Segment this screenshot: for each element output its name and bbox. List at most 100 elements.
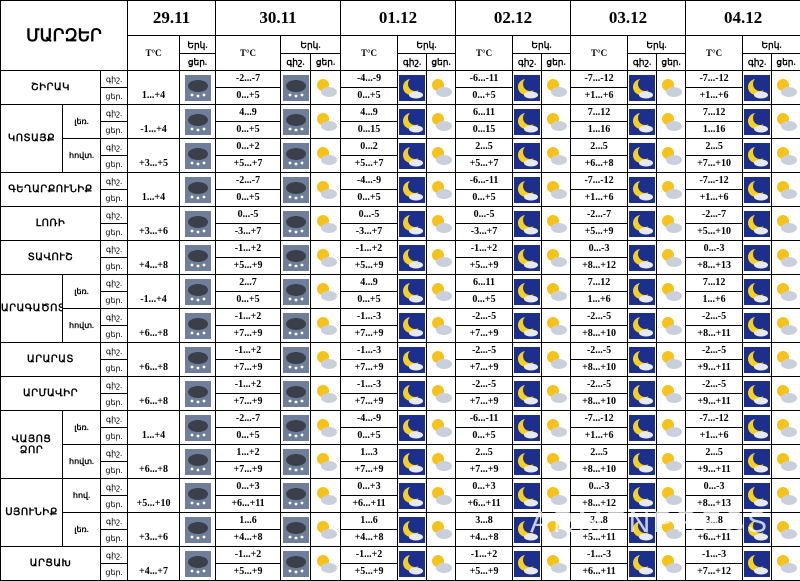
- temperature: +4...+8: [128, 241, 180, 275]
- icon-cell: [281, 71, 311, 105]
- weather-icon: [543, 551, 569, 577]
- weather-icon: [773, 211, 799, 237]
- weather-icon: [543, 483, 569, 509]
- row-label: գիշ.: [101, 105, 128, 122]
- row-label: գիշ.: [101, 547, 128, 564]
- night-temperature: -1...+2: [216, 309, 281, 326]
- icon-cell: [772, 71, 800, 105]
- zone-name: հովտ.: [63, 445, 101, 479]
- day-temperature: +5...+7: [456, 156, 513, 173]
- icon-cell: [542, 445, 571, 479]
- weather-icon: [185, 211, 211, 237]
- weather-icon: [514, 143, 540, 169]
- icon-cell: [542, 105, 571, 139]
- icon-cell: [281, 445, 311, 479]
- region-name: ԱՐԱՐԱՏ: [1, 343, 101, 377]
- sky-header: Երկ.գիշ.ցեր.: [628, 36, 686, 71]
- night-row: հովտ.գիշ.+6...+8-1...+2-1...-3-2...-5-2.…: [1, 309, 800, 326]
- sky-header: Երկ.գիշ.ցեր.: [398, 36, 456, 71]
- day-temperature: 0...+5: [216, 190, 281, 207]
- night-label: գիշ.: [743, 54, 772, 70]
- icon-cell: [311, 207, 341, 241]
- weather-icon: [399, 109, 425, 135]
- icon-cell: [427, 377, 456, 411]
- weather-icon: [543, 177, 569, 203]
- weather-icon: [283, 143, 309, 169]
- icon-cell: [657, 139, 686, 173]
- icon-cell: [772, 377, 800, 411]
- sky-sub: գիշ.ցեր.: [628, 54, 685, 70]
- weather-icon: [313, 75, 339, 101]
- icon-cell: [180, 513, 216, 547]
- zone-name: լեռ.: [63, 275, 101, 309]
- night-label: գիշ.: [513, 54, 542, 70]
- sky-sub: գիշ.ցեր.: [398, 54, 455, 70]
- weather-icon: [283, 347, 309, 373]
- icon-cell: [180, 207, 216, 241]
- weather-icon: [185, 347, 211, 373]
- night-temperature: 1...+2: [216, 445, 281, 462]
- night-temperature: 6...11: [456, 105, 513, 122]
- temperature: 1...+4: [128, 173, 180, 207]
- weather-icon: [744, 75, 770, 101]
- icon-cell: [657, 445, 686, 479]
- date: 30.11: [216, 1, 341, 36]
- night-temperature: -2...-5: [456, 309, 513, 326]
- weather-icon: [428, 211, 454, 237]
- zone-name: հովտ.: [63, 139, 101, 173]
- weather-icon: [629, 279, 655, 305]
- night-temperature: 2...5: [456, 445, 513, 462]
- weather-icon: [744, 551, 770, 577]
- weather-icon: [658, 347, 684, 373]
- weather-icon: [514, 211, 540, 237]
- row-label: գիշ.: [101, 275, 128, 292]
- icon-cell: [311, 377, 341, 411]
- weather-icon: [283, 415, 309, 441]
- zone-name: հով.: [63, 479, 101, 513]
- temperature: +6...+8: [128, 377, 180, 411]
- icon-cell: [398, 207, 427, 241]
- weather-icon: [313, 211, 339, 237]
- icon-cell: [743, 411, 772, 445]
- night-temperature: -1...+2: [456, 241, 513, 258]
- weather-icon: [514, 279, 540, 305]
- night-temperature: 0...2: [341, 139, 398, 156]
- night-temperature: -2...-5: [686, 309, 743, 326]
- icon-cell: [427, 547, 456, 581]
- weather-icon: [629, 483, 655, 509]
- weather-icon: [658, 415, 684, 441]
- icon-cell: [513, 139, 542, 173]
- icon-cell: [743, 445, 772, 479]
- temp-label: T°C: [128, 36, 180, 71]
- weather-icon: [744, 313, 770, 339]
- day-temperature: 0...+5: [341, 292, 398, 309]
- day-temperature: +8...+12: [571, 258, 628, 275]
- night-temperature: -1...+2: [216, 377, 281, 394]
- weather-icon: [399, 449, 425, 475]
- row-label: գիշ.: [101, 445, 128, 462]
- weather-icon: [313, 109, 339, 135]
- icon-cell: [398, 377, 427, 411]
- weather-icon: [428, 551, 454, 577]
- day-temperature: 0...+5: [341, 88, 398, 105]
- icon-cell: [772, 411, 800, 445]
- weather-icon: [399, 551, 425, 577]
- day-temperature: +9...+11: [686, 360, 743, 377]
- icon-cell: [427, 445, 456, 479]
- day-temperature: 0...15: [456, 122, 513, 139]
- icon-cell: [311, 139, 341, 173]
- night-temperature: -1...+2: [216, 343, 281, 360]
- weather-icon: [399, 143, 425, 169]
- icon-cell: [513, 173, 542, 207]
- icon-cell: [513, 547, 542, 581]
- day-temperature: +5...+7: [216, 156, 281, 173]
- weather-icon: [773, 279, 799, 305]
- day-temperature: 0...+5: [456, 428, 513, 445]
- night-temperature: 4...9: [216, 105, 281, 122]
- day-label: ցեր.: [180, 54, 215, 70]
- weather-icon: [283, 449, 309, 475]
- night-temperature: 6...11: [456, 275, 513, 292]
